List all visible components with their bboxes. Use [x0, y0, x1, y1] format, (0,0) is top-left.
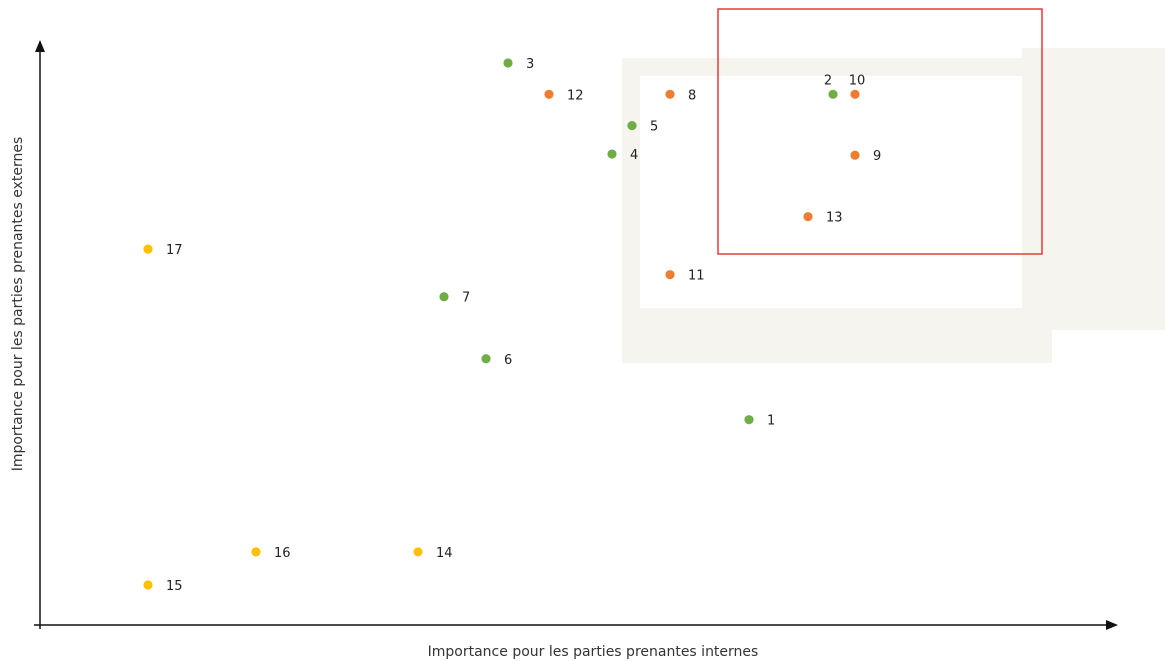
- background-shading: [622, 48, 1165, 363]
- point-group-11: 11: [665, 269, 705, 284]
- data-point-8: [665, 89, 675, 99]
- point-group-8: 8: [665, 88, 696, 103]
- point-group-10: 10: [849, 73, 866, 99]
- point-group-1: 1: [744, 414, 775, 429]
- point-group-17: 17: [143, 243, 183, 258]
- data-point-14: [413, 547, 423, 557]
- point-label-16: 16: [274, 546, 291, 561]
- point-group-12: 12: [544, 88, 584, 103]
- point-label-9: 9: [873, 149, 881, 164]
- point-group-4: 4: [607, 148, 638, 163]
- point-group-7: 7: [439, 291, 470, 306]
- data-point-11: [665, 270, 675, 280]
- point-label-11: 11: [688, 269, 705, 284]
- y-axis-title: Importance pour les parties prenantes ex…: [10, 137, 26, 472]
- point-label-17: 17: [166, 243, 183, 258]
- point-label-1: 1: [767, 414, 775, 429]
- highlight-box: [717, 8, 1043, 255]
- point-label-6: 6: [504, 353, 512, 368]
- data-point-15: [143, 580, 153, 590]
- point-group-6: 6: [481, 353, 512, 368]
- data-point-12: [544, 89, 554, 99]
- data-point-13: [803, 212, 813, 222]
- data-point-3: [503, 58, 513, 68]
- point-label-2: 2: [824, 73, 832, 88]
- data-point-9: [850, 150, 860, 160]
- point-label-3: 3: [526, 57, 534, 72]
- point-group-16: 16: [251, 546, 291, 561]
- point-group-9: 9: [850, 149, 881, 164]
- point-group-15: 15: [143, 579, 183, 594]
- point-label-7: 7: [462, 291, 470, 306]
- data-point-1: [744, 415, 754, 425]
- point-label-14: 14: [436, 546, 453, 561]
- point-group-2: 2: [824, 73, 838, 99]
- data-point-16: [251, 547, 261, 557]
- data-point-4: [607, 149, 617, 159]
- point-group-14: 14: [413, 546, 453, 561]
- inner-panel: [640, 76, 1022, 308]
- point-group-13: 13: [803, 211, 843, 226]
- data-point-5: [627, 121, 637, 131]
- data-point-10: [850, 89, 860, 99]
- point-label-8: 8: [688, 88, 696, 103]
- data-point-17: [143, 244, 153, 254]
- data-point-6: [481, 354, 491, 364]
- point-label-12: 12: [567, 88, 584, 103]
- point-group-5: 5: [627, 120, 658, 135]
- x-axis-arrow: [1106, 620, 1118, 630]
- x-axis-title: Importance pour les parties prenantes in…: [428, 644, 759, 660]
- point-label-13: 13: [826, 211, 843, 226]
- y-axis-arrow: [35, 40, 45, 52]
- point-label-10: 10: [849, 73, 866, 88]
- point-label-4: 4: [630, 148, 638, 163]
- data-point-7: [439, 292, 449, 302]
- point-label-5: 5: [650, 120, 658, 135]
- shade-panel-right: [1022, 48, 1165, 330]
- point-label-15: 15: [166, 579, 183, 594]
- axes: [34, 40, 1118, 630]
- data-point-2: [828, 89, 838, 99]
- point-group-3: 3: [503, 57, 534, 72]
